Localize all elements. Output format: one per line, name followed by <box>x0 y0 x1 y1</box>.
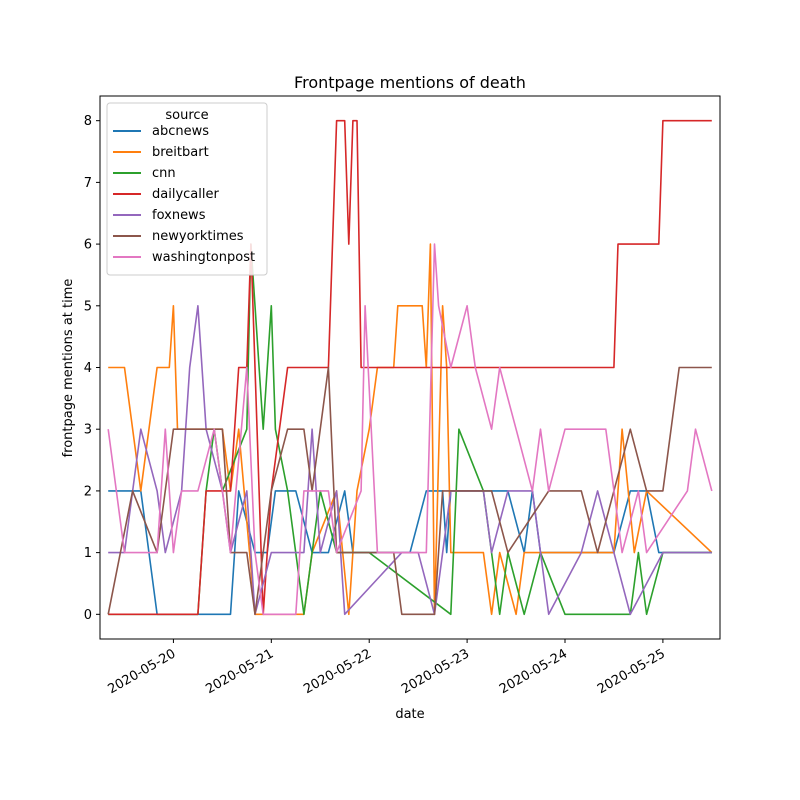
x-axis-label: date <box>395 707 424 722</box>
y-tick-label: 2 <box>84 484 92 499</box>
y-tick-label: 7 <box>84 176 92 191</box>
y-tick-label: 4 <box>84 361 92 376</box>
chart-title: Frontpage mentions of death <box>294 73 526 92</box>
y-tick-label: 8 <box>84 114 92 129</box>
legend-label-dailycaller: dailycaller <box>152 187 219 202</box>
legend-label-cnn: cnn <box>152 166 176 181</box>
series-line-washingtonpost <box>107 243 713 616</box>
y-tick-label: 0 <box>84 608 92 623</box>
legend-label-washingtonpost: washingtonpost <box>152 250 255 265</box>
legend-box <box>106 102 268 276</box>
y-tick-label: 5 <box>84 299 92 314</box>
legend-label-newyorktimes: newyorktimes <box>152 229 244 244</box>
y-tick-label: 3 <box>84 423 92 438</box>
legend: source abcnews breitbart cnn dailycaller fox… <box>106 102 268 276</box>
legend-title: source <box>165 108 208 123</box>
series-line-dailycaller <box>108 119 712 616</box>
y-tick-label: 6 <box>84 238 92 253</box>
legend-label-breitbart: breitbart <box>152 145 209 160</box>
y-axis: 0 1 2 3 4 5 6 7 8 <box>84 114 100 623</box>
y-tick-label: 1 <box>84 546 92 561</box>
y-axis-label: frontpage mentions at time <box>61 279 76 458</box>
legend-label-foxnews: foxnews <box>152 208 206 223</box>
legend-items: abcnews breitbart cnn dailycaller foxnews new… <box>113 124 255 265</box>
series-layer <box>107 119 713 616</box>
legend-label-abcnews: abcnews <box>152 124 209 139</box>
